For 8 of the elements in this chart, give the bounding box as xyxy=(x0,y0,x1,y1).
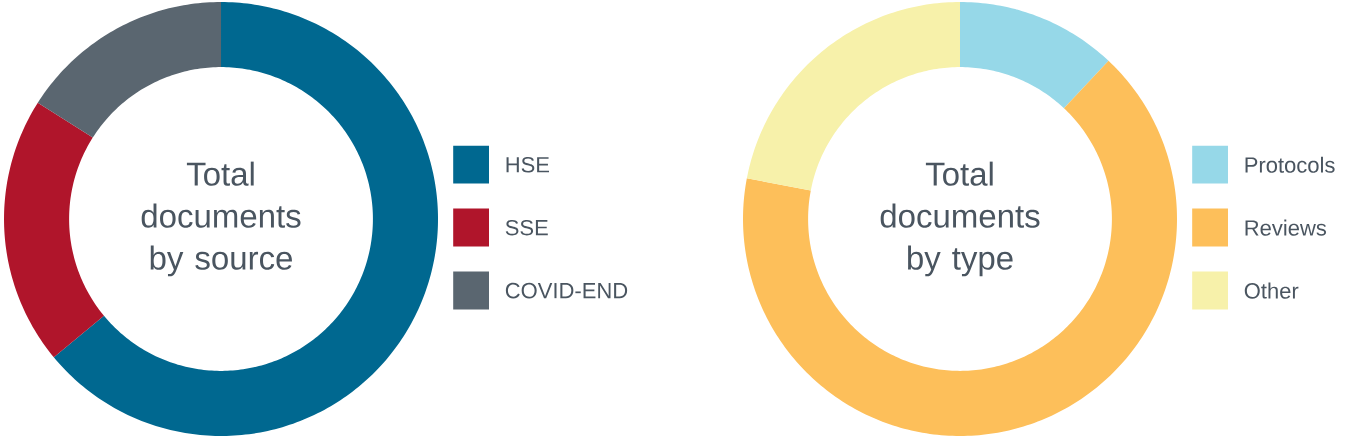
legend-label: Reviews xyxy=(1245,219,1327,236)
text: Total documents by source xyxy=(141,161,301,277)
legend-label: SSE xyxy=(505,219,548,236)
legend-label: HSE xyxy=(506,156,550,173)
legend-label: COVID-END xyxy=(505,282,628,299)
text: Total documents by type xyxy=(880,161,1040,277)
legend-label: Protocols xyxy=(1245,156,1335,173)
legend-label: Other xyxy=(1244,282,1299,299)
